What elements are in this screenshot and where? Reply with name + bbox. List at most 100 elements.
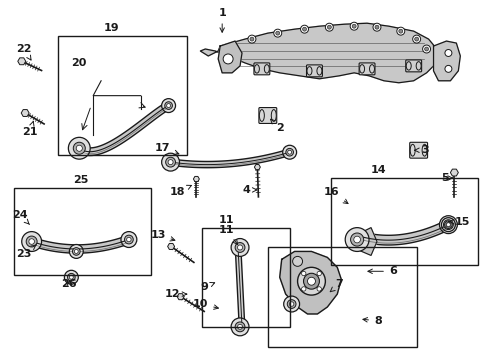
Circle shape (301, 287, 305, 291)
Circle shape (237, 324, 242, 329)
Circle shape (26, 236, 37, 247)
Polygon shape (18, 58, 26, 65)
Circle shape (69, 275, 73, 279)
Circle shape (303, 273, 319, 289)
Text: 12: 12 (164, 289, 186, 299)
FancyBboxPatch shape (358, 63, 374, 75)
Text: 7: 7 (329, 279, 343, 292)
Ellipse shape (369, 65, 374, 73)
Bar (267, 247, 416, 347)
Ellipse shape (306, 67, 311, 75)
Circle shape (121, 231, 137, 247)
Polygon shape (449, 169, 457, 176)
Circle shape (249, 37, 253, 41)
Circle shape (287, 150, 291, 154)
Circle shape (316, 271, 321, 276)
Circle shape (21, 231, 41, 251)
Circle shape (73, 142, 85, 154)
Circle shape (275, 31, 279, 35)
Ellipse shape (421, 144, 426, 156)
Circle shape (414, 37, 418, 41)
Ellipse shape (406, 62, 410, 70)
Circle shape (67, 274, 75, 281)
Ellipse shape (316, 67, 321, 75)
Text: 8: 8 (362, 316, 381, 326)
Circle shape (247, 35, 255, 43)
Circle shape (374, 25, 378, 29)
Polygon shape (21, 109, 29, 116)
Text: 25: 25 (73, 175, 89, 185)
Circle shape (441, 218, 454, 231)
Text: 14: 14 (370, 165, 386, 175)
Ellipse shape (409, 144, 414, 156)
Circle shape (443, 220, 452, 230)
Circle shape (307, 277, 315, 285)
Text: 16: 16 (323, 187, 347, 203)
Circle shape (444, 66, 451, 72)
Text: 13: 13 (150, 230, 175, 241)
Text: 18: 18 (170, 185, 191, 197)
Circle shape (237, 245, 242, 250)
Text: 5: 5 (441, 173, 451, 183)
Circle shape (72, 248, 80, 255)
Circle shape (162, 99, 175, 113)
Circle shape (396, 27, 404, 35)
Circle shape (422, 45, 429, 53)
Text: 17: 17 (155, 143, 179, 154)
Polygon shape (177, 294, 183, 300)
Text: 21: 21 (22, 121, 38, 138)
Text: 11: 11 (218, 225, 237, 244)
Circle shape (316, 287, 321, 291)
Text: 10: 10 (192, 299, 218, 309)
Circle shape (168, 159, 173, 165)
Circle shape (325, 23, 333, 31)
Text: 19: 19 (103, 23, 119, 33)
Text: 24: 24 (12, 210, 29, 225)
Circle shape (285, 148, 293, 156)
Circle shape (424, 47, 427, 51)
Circle shape (235, 243, 244, 252)
Text: 1: 1 (218, 8, 225, 32)
Circle shape (302, 27, 306, 31)
Circle shape (444, 221, 451, 229)
Ellipse shape (264, 65, 269, 73)
Ellipse shape (271, 109, 276, 121)
Text: 22: 22 (16, 44, 31, 60)
Ellipse shape (415, 62, 420, 70)
FancyBboxPatch shape (258, 108, 276, 123)
Bar (331, 178, 477, 265)
Circle shape (68, 137, 90, 159)
Circle shape (301, 271, 305, 276)
Circle shape (444, 50, 451, 57)
Circle shape (351, 24, 355, 28)
FancyBboxPatch shape (405, 60, 421, 72)
Bar (202, 228, 289, 327)
Circle shape (166, 104, 170, 108)
Circle shape (292, 256, 302, 266)
Circle shape (282, 145, 296, 159)
Circle shape (286, 300, 295, 309)
Circle shape (349, 22, 357, 30)
Circle shape (69, 244, 83, 258)
FancyBboxPatch shape (253, 63, 269, 75)
Polygon shape (200, 23, 438, 83)
Ellipse shape (259, 109, 264, 121)
Circle shape (273, 29, 281, 37)
Circle shape (289, 302, 293, 306)
Bar (59, 36, 187, 155)
Polygon shape (218, 41, 242, 73)
Circle shape (412, 35, 420, 43)
Circle shape (223, 54, 233, 64)
Circle shape (165, 157, 175, 167)
Polygon shape (433, 41, 459, 81)
Circle shape (372, 23, 380, 31)
Circle shape (162, 153, 179, 171)
Text: 15: 15 (448, 217, 469, 227)
Circle shape (345, 228, 368, 251)
Circle shape (283, 296, 299, 312)
Text: 26: 26 (61, 279, 77, 289)
Circle shape (326, 25, 331, 29)
Circle shape (76, 145, 82, 151)
Circle shape (300, 25, 308, 33)
Text: 9: 9 (200, 282, 214, 292)
